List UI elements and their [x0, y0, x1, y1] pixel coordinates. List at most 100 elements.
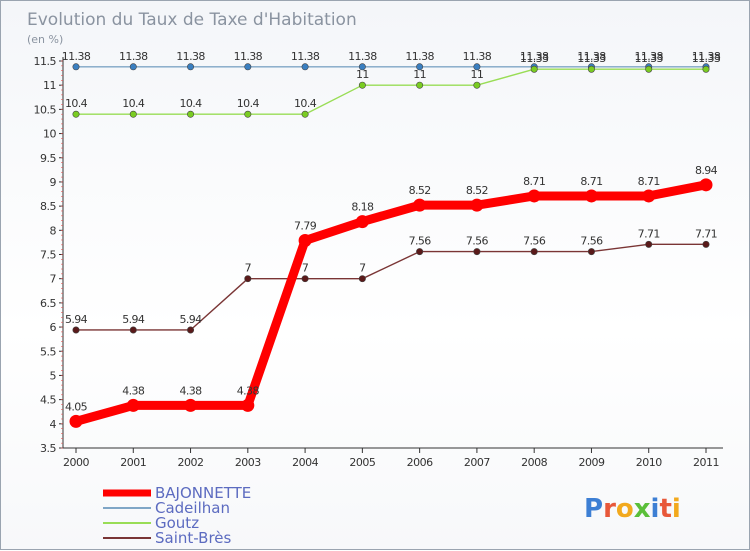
- data-point: [699, 178, 713, 192]
- data-label: 8.71: [638, 175, 660, 188]
- data-point: [187, 110, 195, 118]
- data-point: [358, 81, 366, 89]
- data-point: [355, 215, 369, 229]
- data-label: 10.4: [237, 97, 260, 110]
- data-point: [645, 65, 653, 73]
- data-point: [527, 189, 541, 203]
- data-label: 11.38: [62, 50, 91, 63]
- data-point: [301, 63, 309, 71]
- data-label: 10.4: [294, 97, 317, 110]
- y-tick-label: 7: [50, 273, 57, 286]
- logo-letter: i: [651, 494, 660, 524]
- data-point: [413, 198, 427, 212]
- data-label: 5.94: [179, 313, 202, 326]
- data-label: 5.94: [65, 313, 88, 326]
- y-tick-label: 5.5: [40, 345, 56, 358]
- data-point: [642, 189, 656, 203]
- y-tick-label: 4: [50, 418, 57, 431]
- data-label: 4.05: [65, 400, 88, 413]
- data-point: [473, 63, 481, 71]
- data-label: 7.79: [294, 219, 317, 232]
- data-label: 7.56: [409, 235, 432, 248]
- data-point: [416, 81, 424, 89]
- data-point: [184, 398, 198, 412]
- data-label: 7: [359, 262, 366, 275]
- data-label: 7.56: [580, 235, 603, 248]
- data-labels: 11.38 11.38 11.38 11.38 11.38 11.38 11.38 11.38…: [62, 50, 722, 414]
- y-tick-label: 5: [50, 369, 57, 382]
- data-point: [129, 110, 137, 118]
- y-tick-label: 7.5: [40, 249, 56, 262]
- data-label: 11.38: [348, 50, 377, 63]
- y-tick-label: 3.5: [40, 442, 56, 455]
- data-label: 7: [302, 262, 309, 275]
- data-point: [69, 414, 83, 428]
- data-point: [416, 63, 424, 71]
- data-label: 7: [245, 262, 252, 275]
- data-label: 8.52: [466, 184, 488, 197]
- x-tick-label: 2007: [464, 456, 490, 469]
- data-label: 11.38: [634, 50, 663, 63]
- data-point: [126, 398, 140, 412]
- series-line-bajonnette: [71, 180, 711, 426]
- data-point: [473, 248, 481, 256]
- data-point: [301, 110, 309, 118]
- y-tick-label: 10: [43, 128, 56, 141]
- legend-label: Cadeilhan: [155, 499, 230, 517]
- data-point: [587, 65, 595, 73]
- data-point: [473, 81, 481, 89]
- data-label: 11: [471, 68, 484, 81]
- data-label: 8.52: [409, 184, 431, 197]
- logo-letter: P: [584, 494, 603, 524]
- data-label: 11.38: [176, 50, 205, 63]
- data-point: [470, 198, 484, 212]
- data-label: 11.33: [634, 52, 663, 65]
- data-point: [702, 65, 710, 73]
- data-point: [587, 248, 595, 256]
- x-tick-label: 2000: [63, 456, 89, 469]
- data-point: [530, 65, 538, 73]
- data-label: 8.71: [580, 175, 602, 188]
- proxiti-logo: Proxiti: [584, 494, 681, 524]
- y-tick-label: 11: [43, 79, 56, 92]
- y-tick-label: 6: [50, 321, 57, 334]
- series-line-goutz: [75, 68, 707, 115]
- chart-title: Evolution du Taux de Taxe d'Habitation: [27, 10, 357, 30]
- x-tick-label: 2008: [521, 456, 547, 469]
- data-label: 10.4: [179, 97, 202, 110]
- data-label: 11.38: [692, 50, 721, 63]
- x-tick-label: 2001: [120, 456, 146, 469]
- logo-letter: t: [659, 494, 671, 524]
- data-point: [530, 248, 538, 256]
- y-tick-label: 6.5: [40, 297, 56, 310]
- data-point: [584, 189, 598, 203]
- data-point: [129, 326, 137, 334]
- data-label: 7.56: [466, 235, 489, 248]
- logo-letter: x: [634, 494, 651, 524]
- data-point: [72, 63, 80, 71]
- data-point: [187, 326, 195, 334]
- data-label: 11.33: [692, 52, 721, 65]
- data-label: 7.71: [695, 227, 717, 240]
- data-label: 7.56: [523, 235, 546, 248]
- data-label: 11.38: [234, 50, 263, 63]
- data-label: 7.71: [638, 227, 660, 240]
- data-label: 11: [356, 68, 369, 81]
- data-point: [241, 398, 255, 412]
- data-point: [187, 63, 195, 71]
- x-tick-label: 2009: [578, 456, 604, 469]
- data-point: [702, 240, 710, 248]
- logo-letter: o: [616, 494, 634, 524]
- legend-label: BAJONNETTE: [155, 484, 251, 502]
- x-tick-label: 2003: [235, 456, 261, 469]
- y-tick-label: 9.5: [40, 152, 56, 165]
- y-axis-unit: (en %): [27, 33, 63, 46]
- data-label: 11.38: [405, 50, 434, 63]
- data-label: 11.38: [463, 50, 492, 63]
- data-label: 11.38: [119, 50, 148, 63]
- y-tick-label: 9: [50, 176, 57, 189]
- x-tick-label: 2002: [178, 456, 204, 469]
- y-tick-label: 11.5: [34, 55, 57, 68]
